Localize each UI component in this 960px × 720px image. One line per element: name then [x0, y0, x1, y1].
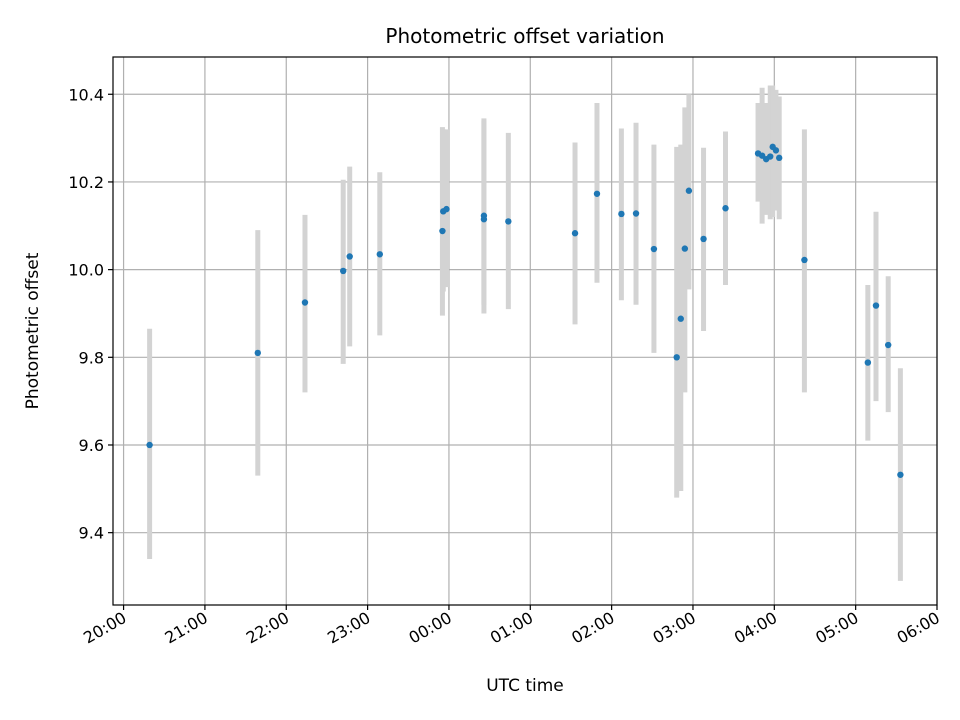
data-point	[301, 299, 309, 306]
data-point	[505, 218, 512, 225]
data-point	[864, 359, 872, 366]
x-tick-label: 20:00	[80, 608, 129, 648]
x-tick-labels: 20:00 21:00 22:00 23:00 00:00 01:00 02:00 03:00…	[80, 608, 943, 648]
x-tick-label: 21:00	[161, 608, 210, 648]
data-point	[884, 341, 892, 349]
x-tick-label: 23:00	[324, 608, 373, 648]
x-tick-label: 02:00	[568, 608, 617, 648]
y-tick-label: 10.0	[68, 261, 104, 280]
error-bars	[147, 85, 903, 581]
data-point	[767, 153, 774, 160]
data-point	[439, 227, 446, 235]
x-axis-label: UTC time	[486, 676, 564, 696]
data-point	[722, 205, 729, 212]
data-point	[593, 190, 601, 197]
data-point	[480, 212, 488, 219]
data-point	[801, 256, 808, 264]
data-point	[772, 147, 780, 154]
y-tick-label: 10.2	[68, 173, 104, 192]
data-point	[376, 251, 384, 258]
axis-ticks	[108, 93, 938, 610]
data-point	[650, 245, 658, 253]
y-tick-label: 9.6	[79, 436, 104, 455]
data-point	[339, 267, 347, 275]
data-points	[146, 143, 904, 478]
data-point	[775, 154, 783, 162]
x-tick-label: 00:00	[406, 608, 455, 648]
chart-title: Photometric offset variation	[385, 24, 664, 48]
data-point	[685, 187, 693, 194]
data-point	[443, 205, 450, 213]
y-tick-label: 10.4	[68, 85, 104, 104]
y-tick-labels: 9.4 9.6 9.8 10.0 10.2 10.4	[68, 85, 104, 542]
y-tick-label: 9.8	[79, 348, 104, 367]
data-point	[571, 230, 579, 237]
x-tick-label: 01:00	[487, 608, 536, 648]
data-point	[677, 315, 684, 322]
x-tick-label: 03:00	[650, 608, 699, 648]
grid-lines	[113, 57, 938, 605]
x-tick-label: 22:00	[243, 608, 292, 648]
plot-frame	[112, 56, 938, 606]
data-point	[146, 441, 153, 449]
data-point	[700, 235, 707, 243]
data-point	[872, 302, 880, 309]
x-tick-label: 04:00	[731, 608, 780, 648]
data-point	[681, 245, 689, 252]
data-point	[346, 253, 353, 260]
data-point	[618, 210, 625, 218]
y-axis-label: Photometric offset	[23, 252, 43, 409]
data-point	[254, 349, 261, 357]
x-tick-label: 05:00	[812, 608, 861, 648]
y-tick-label: 9.4	[79, 524, 104, 543]
data-point	[897, 471, 904, 478]
data-point	[632, 210, 640, 217]
data-point	[673, 354, 680, 361]
x-tick-label: 06:00	[894, 608, 943, 648]
